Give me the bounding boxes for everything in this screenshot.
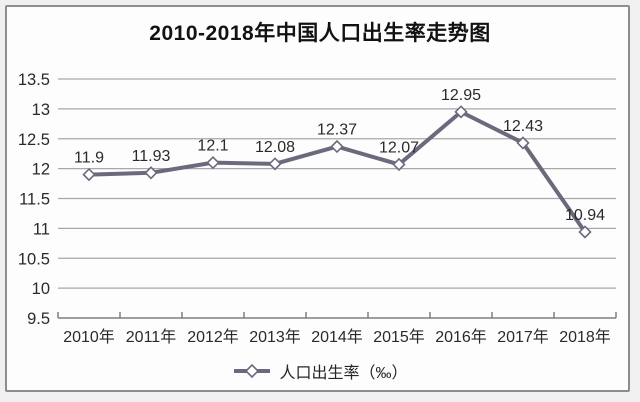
svg-text:10.5: 10.5 — [18, 250, 50, 268]
legend-line-diamond-icon — [234, 364, 271, 378]
svg-text:12.43: 12.43 — [503, 118, 543, 135]
svg-text:13.5: 13.5 — [18, 71, 50, 89]
svg-text:2012年: 2012年 — [187, 328, 239, 346]
svg-text:2017年: 2017年 — [497, 328, 549, 346]
svg-text:11.9: 11.9 — [74, 150, 104, 167]
svg-text:12.1: 12.1 — [197, 138, 228, 155]
legend-label: 人口出生率（‰） — [279, 365, 408, 382]
svg-text:12.37: 12.37 — [317, 122, 357, 139]
svg-text:2010年: 2010年 — [63, 328, 115, 346]
chart-title: 2010-2018年中国人口出生率走势图 — [149, 22, 491, 45]
svg-text:13: 13 — [32, 101, 50, 119]
svg-text:12.07: 12.07 — [379, 139, 419, 156]
svg-text:11.93: 11.93 — [132, 148, 171, 165]
svg-text:2013年: 2013年 — [249, 328, 301, 346]
svg-text:12.08: 12.08 — [255, 139, 295, 156]
svg-text:10.94: 10.94 — [565, 207, 605, 224]
svg-text:12: 12 — [32, 161, 50, 179]
svg-text:2018年: 2018年 — [559, 328, 611, 346]
svg-text:11.5: 11.5 — [19, 191, 50, 209]
svg-text:9.5: 9.5 — [27, 310, 50, 328]
svg-text:11: 11 — [33, 220, 50, 238]
svg-text:12.95: 12.95 — [441, 87, 481, 104]
legend: 人口出生率（‰） — [0, 359, 640, 383]
svg-text:10: 10 — [32, 280, 50, 298]
svg-text:12.5: 12.5 — [18, 131, 50, 149]
svg-text:2014年: 2014年 — [311, 328, 363, 346]
svg-text:2015年: 2015年 — [373, 328, 425, 346]
svg-text:2016年: 2016年 — [435, 328, 487, 346]
svg-text:2011年: 2011年 — [126, 328, 176, 346]
